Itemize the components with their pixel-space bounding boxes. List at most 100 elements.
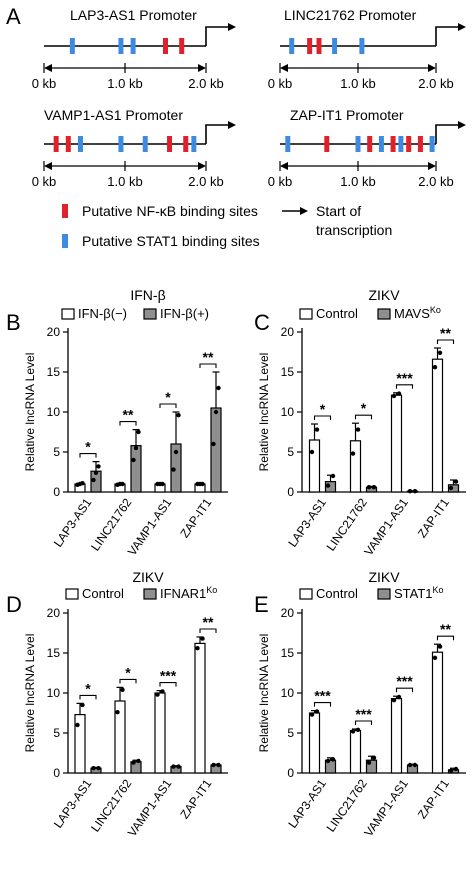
data-point bbox=[155, 692, 160, 697]
panel-e-chart: E ZIKV Control STAT1Ko 0 5 10 15 20 Relative lncR… bbox=[254, 569, 466, 839]
x-tick-label: LAP3-AS1 bbox=[285, 495, 329, 549]
y-axis-label: Relative lncRNA Level bbox=[257, 353, 271, 472]
y-tick-label: 0 bbox=[53, 485, 60, 499]
tss-arrow bbox=[435, 124, 462, 144]
data-point bbox=[437, 644, 443, 649]
data-point bbox=[396, 391, 402, 396]
nfkb-site bbox=[53, 136, 59, 152]
legend-stat1-label: Putative STAT1 binding sites bbox=[82, 233, 260, 249]
data-point bbox=[171, 764, 176, 769]
data-point bbox=[96, 766, 101, 771]
tss-arrow-head bbox=[228, 23, 236, 31]
data-point bbox=[453, 766, 459, 772]
data-point bbox=[136, 758, 141, 764]
data-point bbox=[160, 689, 165, 694]
data-point bbox=[309, 449, 315, 455]
scale-tick-label: 1.0 kb bbox=[340, 76, 375, 91]
bar-series-2 bbox=[90, 767, 102, 774]
bar-series-2 bbox=[365, 759, 378, 774]
significance-label: *** bbox=[396, 673, 413, 689]
scale-arrow-right bbox=[198, 64, 206, 72]
stat1-site bbox=[359, 38, 365, 54]
significance-bracket bbox=[119, 678, 137, 684]
y-tick-label: 5 bbox=[287, 726, 294, 740]
y-tick-label: 5 bbox=[287, 445, 294, 459]
bar-series-1 bbox=[308, 439, 321, 493]
data-point bbox=[325, 758, 331, 764]
data-point bbox=[391, 698, 397, 703]
legend-swatch bbox=[377, 308, 391, 320]
y-tick-label: 20 bbox=[47, 325, 61, 339]
x-tick-label: LAP3-AS1 bbox=[51, 495, 95, 549]
data-point bbox=[325, 483, 331, 488]
bar-series-2 bbox=[130, 761, 142, 774]
scale-tick-label: 0 kb bbox=[32, 76, 57, 91]
bar-series-1 bbox=[308, 712, 321, 774]
significance-label: ** bbox=[123, 407, 134, 423]
chart-title: ZIKV bbox=[368, 569, 400, 585]
significance-bracket bbox=[395, 384, 414, 389]
data-point bbox=[412, 762, 418, 768]
nfkb-site bbox=[179, 38, 185, 54]
bar-series-2 bbox=[447, 484, 460, 493]
data-point bbox=[309, 712, 315, 717]
tss-arrow-head bbox=[228, 121, 236, 129]
panel-letter: C bbox=[254, 310, 270, 335]
data-point bbox=[412, 489, 418, 494]
data-point bbox=[437, 350, 443, 355]
stat1-site bbox=[429, 136, 435, 152]
significance-bracket bbox=[79, 453, 97, 458]
scale-arrow-right bbox=[428, 64, 436, 72]
significance-bracket bbox=[436, 635, 455, 641]
stat1-site bbox=[378, 136, 384, 152]
bar-series-1 bbox=[194, 642, 206, 774]
significance-label: *** bbox=[314, 688, 331, 704]
stat1-site bbox=[142, 136, 148, 152]
scale-tick-label: 0 kb bbox=[268, 76, 293, 91]
bar-series-1 bbox=[154, 692, 166, 774]
data-point bbox=[407, 762, 413, 768]
legend-swatch bbox=[143, 308, 157, 320]
significance-bracket bbox=[159, 682, 177, 687]
data-point bbox=[176, 413, 181, 418]
y-tick-label: 15 bbox=[281, 646, 295, 660]
panel-c-chart: C ZIKV Control MAVSKo 0 5 10 15 20 Relative lncRN… bbox=[254, 287, 466, 558]
data-point bbox=[195, 646, 200, 651]
stat1-site bbox=[77, 136, 83, 152]
legend-label: IFN-β(+) bbox=[160, 306, 209, 321]
x-tick-label: LAP3-AS1 bbox=[285, 776, 329, 830]
legend-label: MAVSKo bbox=[394, 305, 441, 321]
x-tick-label: ZAP-IT1 bbox=[177, 776, 214, 821]
stat1-site bbox=[355, 136, 361, 152]
y-tick-label: 20 bbox=[281, 606, 295, 620]
legend-label: IFNAR1Ko bbox=[160, 585, 217, 601]
stat1-site bbox=[398, 136, 404, 152]
data-point bbox=[314, 709, 320, 714]
data-point bbox=[211, 441, 216, 447]
tss-arrow bbox=[205, 26, 232, 46]
y-tick-label: 5 bbox=[53, 726, 60, 740]
significance-label: *** bbox=[160, 668, 177, 684]
panel-letter: B bbox=[6, 310, 21, 335]
data-point bbox=[120, 481, 125, 487]
promoter-title: ZAP-IT1 Promoter bbox=[290, 107, 404, 123]
significance-label: * bbox=[125, 664, 131, 680]
data-point bbox=[200, 481, 205, 487]
significance-label: ** bbox=[203, 614, 214, 630]
significance-label: ** bbox=[203, 349, 214, 365]
scale-arrow-left bbox=[44, 64, 52, 72]
data-point bbox=[448, 768, 454, 773]
stat1-site bbox=[191, 136, 197, 152]
data-point bbox=[160, 481, 165, 487]
data-point bbox=[366, 485, 372, 490]
legend-tss-label-line2: transcription bbox=[316, 222, 392, 238]
data-point bbox=[330, 473, 336, 479]
significance-label: * bbox=[85, 680, 91, 696]
tss-arrow-head bbox=[458, 121, 466, 129]
legend-nfkb-swatch bbox=[62, 204, 68, 218]
data-point bbox=[432, 365, 438, 370]
data-point bbox=[120, 687, 125, 692]
nfkb-site bbox=[367, 136, 373, 152]
stat1-site bbox=[118, 136, 124, 152]
significance-bracket bbox=[119, 421, 137, 426]
